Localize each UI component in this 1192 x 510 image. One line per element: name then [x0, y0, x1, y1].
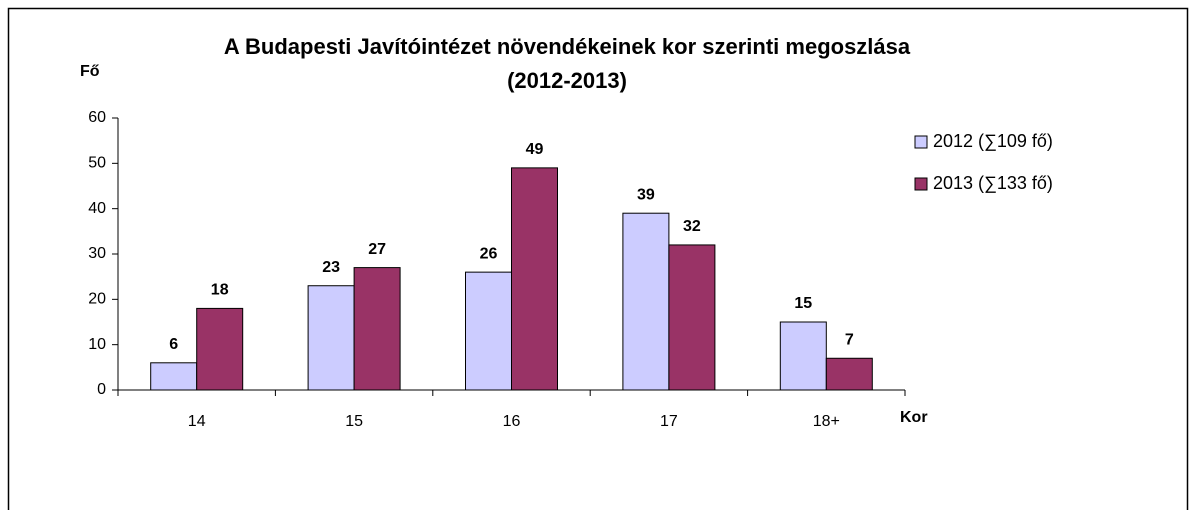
x-tick-label: 18+: [813, 413, 840, 430]
data-label: 15: [794, 295, 812, 312]
bar: [465, 271, 512, 391]
data-label: 49: [526, 141, 544, 158]
data-label: 7: [845, 331, 854, 348]
bar: [150, 362, 198, 391]
legend-label: 2012 (∑109 fő): [933, 131, 1053, 151]
legend-label: 2013 (∑133 fő): [933, 173, 1053, 193]
data-label: 26: [480, 245, 498, 262]
x-tick-label: 14: [188, 413, 206, 430]
y-axis-label: Fő: [80, 63, 100, 80]
bar: [825, 357, 873, 391]
y-tick-label: 20: [88, 291, 106, 308]
x-tick-label: 17: [660, 413, 678, 430]
bar: [668, 244, 716, 391]
data-label: 23: [322, 259, 340, 276]
bar: [307, 285, 355, 391]
bar: [779, 321, 827, 391]
y-tick-label: 10: [88, 336, 106, 353]
chart-title: A Budapesti Javítóintézet növendékeinek …: [224, 34, 911, 59]
x-axis-label: Kor: [900, 409, 928, 426]
x-tick-label: 15: [345, 413, 363, 430]
data-label: 27: [368, 241, 386, 258]
bar: [511, 167, 558, 391]
x-tick-label: 16: [503, 413, 521, 430]
y-tick-label: 50: [88, 155, 106, 172]
data-label: 18: [211, 282, 229, 299]
y-tick-label: 0: [97, 381, 106, 398]
legend-swatch: [914, 177, 928, 191]
data-label: 6: [169, 336, 178, 353]
bar: [622, 212, 670, 391]
data-label: 39: [637, 186, 655, 203]
bar: [353, 267, 401, 391]
y-tick-label: 40: [88, 200, 106, 217]
legend-swatch: [914, 135, 928, 149]
y-tick-label: 30: [88, 245, 106, 262]
chart-title: (2012-2013): [507, 68, 627, 93]
data-label: 32: [683, 218, 701, 235]
bar: [196, 307, 244, 391]
y-tick-label: 60: [88, 109, 106, 126]
chart-border: [7, 7, 1189, 510]
